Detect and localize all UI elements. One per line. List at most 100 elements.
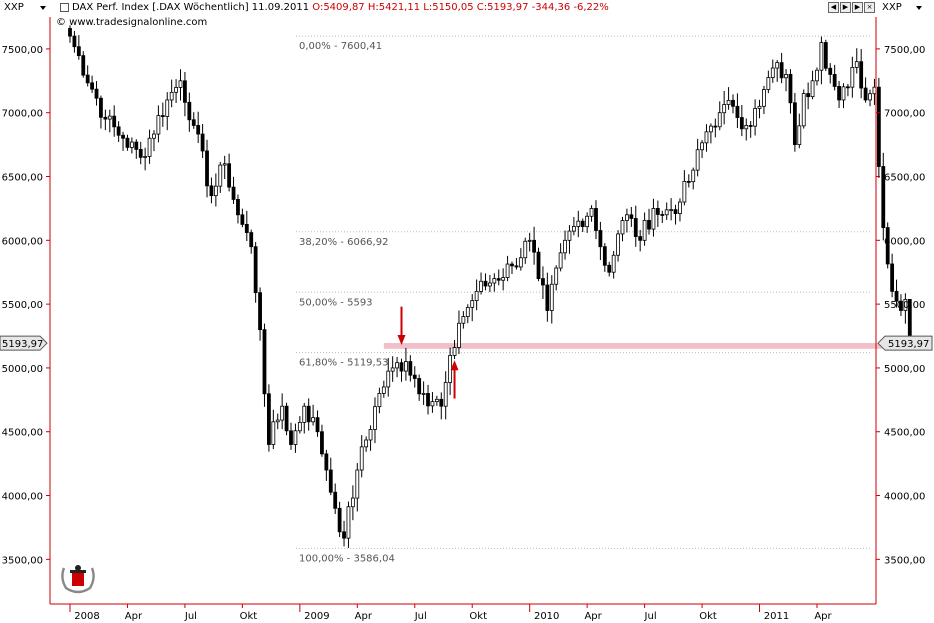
candle-body-35 <box>222 163 227 166</box>
candle-body-68 <box>368 429 373 441</box>
price-tag-left-label: 5193,97 <box>2 339 43 350</box>
candle-body-139 <box>682 180 687 203</box>
site-credit: © www.tradesignalonline.com <box>56 17 208 28</box>
candle-body-93 <box>479 280 483 292</box>
candle-body-151 <box>735 105 740 118</box>
candle-body-54 <box>306 405 311 423</box>
candle-body-99 <box>505 263 510 278</box>
candle-body-63 <box>346 506 351 539</box>
xtick-label-1: Apr <box>125 611 143 622</box>
candle-body-109 <box>549 283 554 311</box>
candle-body-177 <box>850 67 855 88</box>
candle-body-115 <box>576 220 581 227</box>
candle-body-150 <box>731 99 735 107</box>
chevron-down-icon-right[interactable] <box>916 6 922 10</box>
candle-body-173 <box>832 74 837 87</box>
candle-body-130 <box>642 219 647 241</box>
candles <box>68 25 912 548</box>
candle-body-182 <box>872 86 877 95</box>
symbol-selector-right[interactable]: XXP <box>882 2 902 13</box>
candle-body-110 <box>554 267 559 285</box>
xtick-label-10: Jul <box>644 611 657 622</box>
ytick-label-right-3: 5000,00 <box>884 364 925 375</box>
candle-body-4 <box>85 74 90 84</box>
candle-body-62 <box>342 531 346 539</box>
candle-body-88 <box>457 322 461 348</box>
chevron-down-icon[interactable] <box>40 6 46 10</box>
candle-body-65 <box>355 469 360 499</box>
candle-body-153 <box>744 125 749 130</box>
candle-body-120 <box>598 230 603 248</box>
candle-body-1 <box>72 35 77 48</box>
candle-body-52 <box>297 422 302 432</box>
candle-body-50 <box>289 430 293 445</box>
candle-body-160 <box>775 62 780 69</box>
candle-body-125 <box>620 220 625 235</box>
candle-body-90 <box>465 306 470 317</box>
candle-body-9 <box>107 115 112 120</box>
candle-body-84 <box>439 398 444 407</box>
candle-body-49 <box>284 405 289 432</box>
xtick-label-5: Apr <box>355 611 373 622</box>
candle-body-91 <box>470 300 475 308</box>
candle-body-22 <box>165 99 170 117</box>
candle-body-178 <box>854 61 859 68</box>
candle-body-185 <box>885 227 890 265</box>
candle-body-25 <box>178 80 183 88</box>
scroll-right-icon[interactable]: ▶ <box>840 2 851 13</box>
candle-body-158 <box>766 77 771 90</box>
xtick-label-8: 2010 <box>534 611 559 622</box>
candle-body-56 <box>315 417 320 433</box>
candle-body-12 <box>121 134 125 139</box>
xtick-label-0: 2008 <box>74 611 99 622</box>
candle-body-89 <box>461 316 466 324</box>
xtick-label-11: Okt <box>699 611 717 622</box>
candle-body-59 <box>328 469 333 493</box>
candle-body-74 <box>395 362 399 369</box>
visibility-checkbox[interactable] <box>60 3 69 12</box>
candle-body-156 <box>757 105 762 109</box>
arrows <box>397 306 459 399</box>
candle-body-31 <box>205 150 209 187</box>
candle-body-85 <box>443 382 448 407</box>
ytick-label-right-6: 6500,00 <box>884 173 925 184</box>
candle-body-166 <box>801 93 806 127</box>
ytick-label-right-5: 6000,00 <box>884 236 925 247</box>
candle-body-175 <box>841 86 846 101</box>
candle-body-157 <box>762 89 766 107</box>
candle-body-138 <box>678 201 682 215</box>
candle-body-189 <box>903 298 908 311</box>
candle-body-101 <box>514 265 519 268</box>
candle-body-51 <box>293 430 298 445</box>
candle-body-161 <box>779 62 784 79</box>
candle-body-41 <box>249 232 254 248</box>
candle-body-82 <box>430 401 435 407</box>
candle-body-48 <box>280 405 285 421</box>
candle-body-72 <box>386 370 391 388</box>
symbol-selector[interactable]: XXP <box>4 2 24 13</box>
candle-body-155 <box>753 108 757 127</box>
candle-body-16 <box>138 148 143 158</box>
xtick-label-7: Okt <box>469 611 487 622</box>
scroll-left-icon[interactable]: ◀ <box>828 2 839 13</box>
close-icon[interactable]: × <box>864 2 875 13</box>
candle-body-83 <box>434 398 439 403</box>
ohlc-readout: O:5409,87 H:5421,11 L:5150,05 C:5193,97 … <box>312 2 609 13</box>
candle-body-37 <box>231 186 236 200</box>
candle-body-126 <box>625 214 629 221</box>
arrow-head-0 <box>397 334 406 345</box>
xtick-label-9: Apr <box>584 611 602 622</box>
candle-body-69 <box>373 406 377 430</box>
fib-label-2: 50,00% - 5593 <box>299 297 373 308</box>
support-band-layer <box>383 343 910 349</box>
candle-body-15 <box>134 141 139 150</box>
candle-body-143 <box>700 142 704 151</box>
candle-body-97 <box>496 278 501 281</box>
scroll-end-icon[interactable]: ▶ <box>852 2 863 13</box>
candle-body-106 <box>536 251 541 279</box>
candle-body-135 <box>664 209 669 216</box>
candle-body-19 <box>152 133 156 139</box>
xtick-label-13: Apr <box>814 611 832 622</box>
price-tag-left <box>0 335 48 351</box>
